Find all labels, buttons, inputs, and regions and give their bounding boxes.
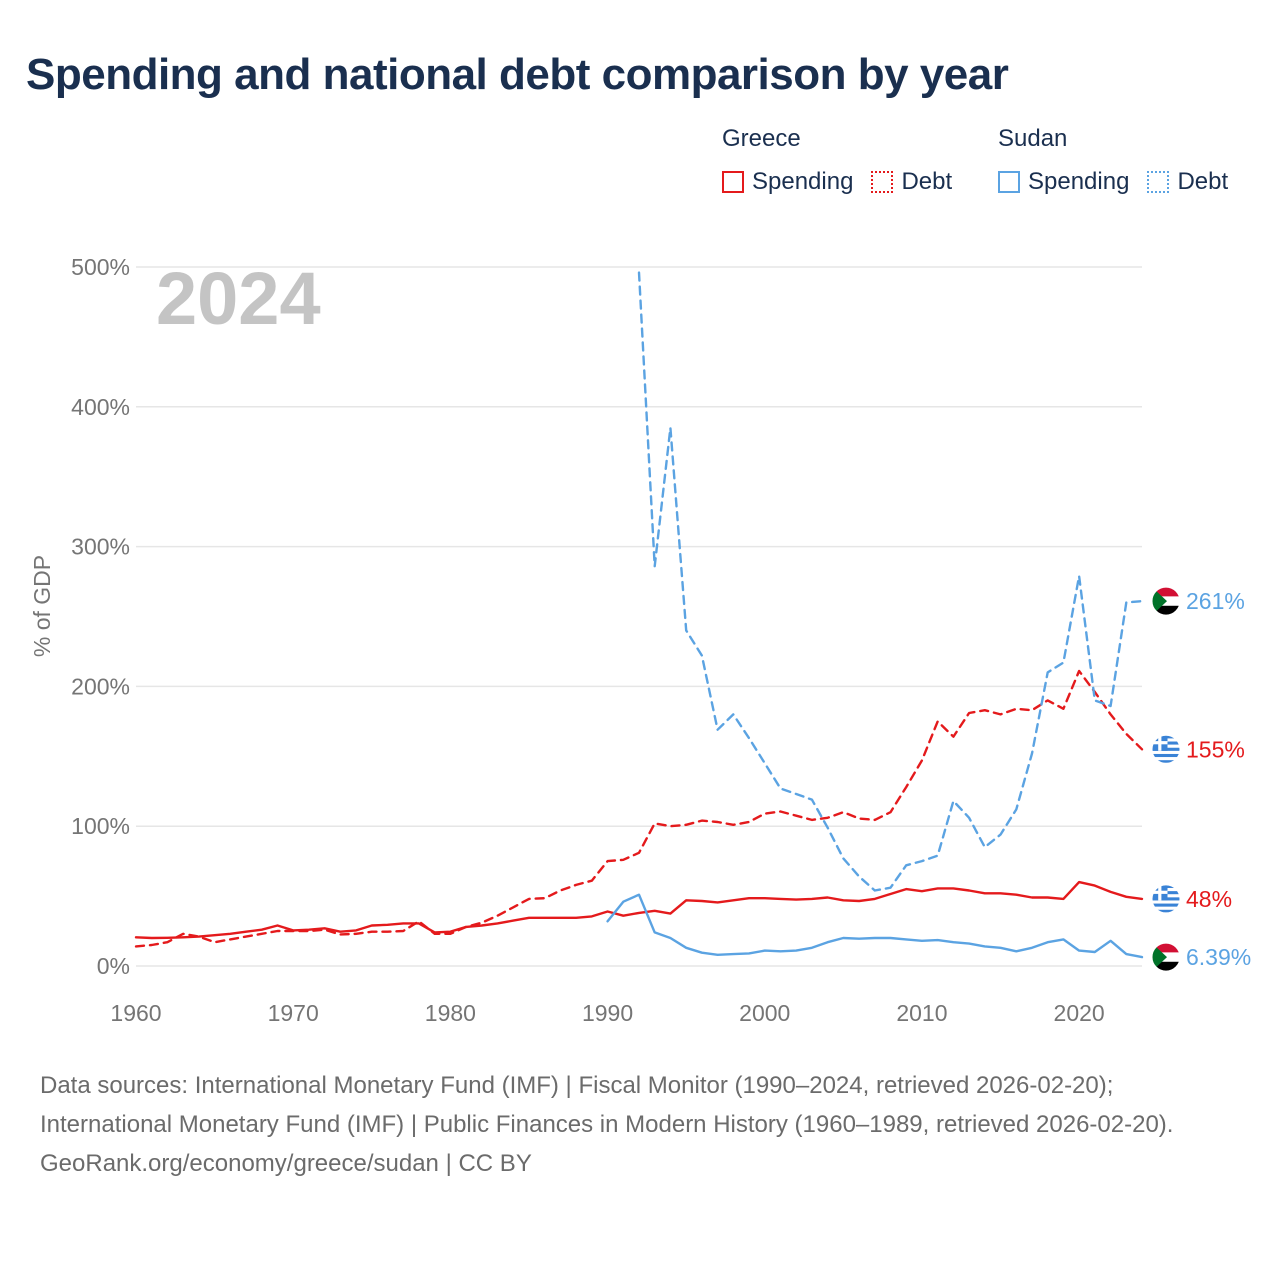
legend-country-label: Greece [722,125,801,152]
end-value-label: 261% [1186,588,1245,614]
x-tick-label: 1970 [268,1000,319,1026]
end-markers: 261% 155% 48% 6.39% [1151,586,1251,972]
legend-group-greece: Greece Spending Debt [722,124,970,199]
y-tick-label: 0% [97,953,130,979]
legend-swatch-dotted [871,171,894,193]
gridlines [136,266,1142,967]
y-tick-label: 200% [71,673,130,699]
x-tick-label: 1960 [110,1000,161,1026]
series-line-sudan-spending [606,893,1144,959]
series-line-greece-spending [134,880,1144,940]
flag-sudan-icon [1151,586,1181,616]
x-tick-label: 1990 [582,1000,633,1026]
end-value-label: 48% [1186,886,1232,912]
footer: Data sources: International Monetary Fun… [40,1066,1240,1183]
legend-item-greece-debt[interactable]: Debt [871,168,952,196]
y-tick-label: 300% [71,534,130,560]
footer-credit: GeoRank.org/economy/greece/sudan | CC BY [40,1150,532,1177]
line-chart: 0% 100% 200% 300% 400% 500% 1960 1970 1980 1990 2… [29,254,1251,1026]
y-tick-label: 400% [71,394,130,420]
legend-item-label: Spending [1028,168,1130,195]
legend-country-label: Sudan [998,125,1068,152]
end-value-label: 155% [1186,736,1245,762]
x-tick-label: 2000 [739,1000,790,1026]
legend-item-greece-spending[interactable]: Spending [722,168,853,196]
y-tick-label: 100% [71,813,130,839]
legend-item-sudan-debt[interactable]: Debt [1147,168,1228,196]
legend-item-sudan-spending[interactable]: Spending [998,168,1129,196]
footer-sources: Data sources: International Monetary Fun… [40,1072,1174,1138]
legend-swatch-solid [998,171,1020,193]
x-tick-label: 2020 [1054,1000,1105,1026]
x-tick-label: 2010 [896,1000,947,1026]
series-line-sudan-debt [637,271,1144,892]
legend-item-label: Debt [901,168,953,195]
flag-sudan-icon [1151,942,1181,972]
legend-swatch-solid [722,171,744,193]
flag-greece-icon [1151,734,1181,764]
chart-title: Spending and national debt comparison by… [26,50,1009,99]
legend-item-label: Spending [752,168,854,195]
year-watermark: 2024 [156,257,321,340]
flag-greece-icon [1151,884,1181,914]
legend-item-label: Debt [1177,168,1229,195]
legend-group-sudan: Sudan Spending Debt [998,124,1228,199]
y-axis-ticks: 0% 100% 200% 300% 400% 500% [71,254,130,979]
end-value-label: 6.39% [1186,944,1251,970]
x-axis-ticks: 1960 1970 1980 1990 2000 2010 2020 [110,1000,1104,1026]
series-lines [134,271,1144,959]
legend-swatch-dotted [1147,171,1170,193]
x-tick-label: 1980 [425,1000,476,1026]
y-tick-label: 500% [71,254,130,280]
y-axis-label: % of GDP [29,555,55,657]
series-line-greece-debt [134,669,1144,948]
